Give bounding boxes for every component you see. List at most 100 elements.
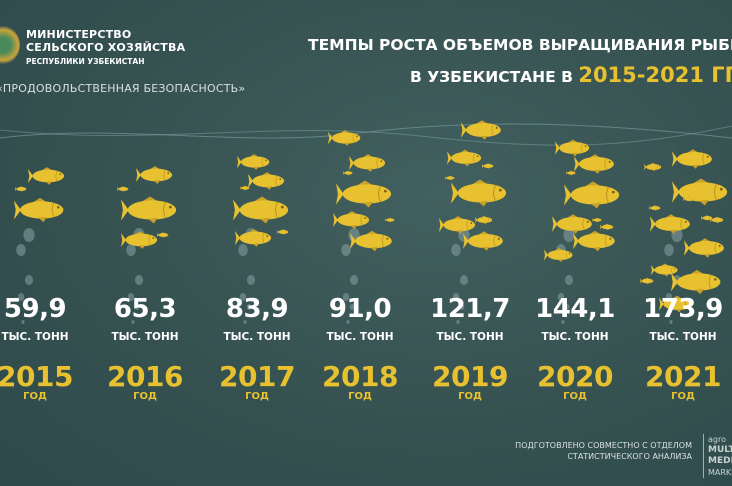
footer-line-1: ПОДГОТОВЛЕНО СОВМЕСТНО С ОТДЕЛОМ	[515, 441, 692, 450]
bubble-icon	[25, 275, 33, 285]
bubble-icon	[341, 244, 351, 256]
bubble-icon	[451, 244, 461, 256]
unit-label: ТЫС. ТОНН	[223, 331, 291, 343]
bubble-icon	[23, 228, 35, 242]
fish-icon	[600, 223, 614, 231]
year-suffix-label: ГОД	[563, 391, 587, 402]
value-label: 144,1	[535, 294, 615, 324]
value-label: 173,9	[643, 294, 723, 324]
fish-icon	[328, 129, 361, 147]
fish-icon	[385, 217, 395, 223]
brand-line-4: MARKET	[708, 468, 732, 477]
brand-line-3: MEDIA	[708, 456, 732, 466]
fish-icon	[461, 119, 502, 141]
value-label: 65,3	[113, 294, 177, 324]
title-years: 2015-2021 ГГ.	[578, 63, 732, 87]
bubble-icon	[342, 293, 350, 301]
fish-icon	[684, 237, 725, 259]
fish-icon	[121, 230, 158, 250]
uzbekistan-emblem-icon	[0, 26, 20, 64]
fish-icon	[644, 162, 662, 172]
fish-icon	[564, 180, 620, 210]
fish-icon	[136, 165, 173, 185]
unit-label: ТЫС. ТОНН	[111, 331, 179, 343]
bubble-icon	[131, 320, 135, 324]
unit-label: ТЫС. ТОНН	[541, 331, 609, 343]
fish-icon	[117, 186, 129, 192]
ministry-line-2: СЕЛЬСКОГО ХОЗЯЙСТВА	[26, 41, 186, 54]
value-label: 121,7	[430, 294, 510, 324]
fish-icon	[14, 197, 64, 223]
fish-icon	[349, 153, 386, 173]
fish-icon	[649, 205, 661, 211]
fish-icon	[235, 228, 272, 248]
fish-icon	[650, 213, 691, 235]
ministry-line-3: РЕСПУБЛИКИ УЗБЕКИСТАН	[26, 57, 145, 66]
fish-icon	[240, 185, 250, 191]
value-label: 83,9	[225, 294, 289, 324]
year-suffix-label: ГОД	[133, 391, 157, 402]
year-label: 2019	[432, 360, 508, 393]
title-line-1: ТЕМПЫ РОСТА ОБЪЕМОВ ВЫРАЩИВАНИЯ РЫБЫ	[308, 36, 732, 54]
year-label: 2020	[537, 360, 613, 393]
bubble-icon	[460, 275, 468, 285]
fish-icon	[343, 170, 353, 176]
fish-icon	[248, 171, 285, 191]
title-prefix: В УЗБЕКИСТАНЕ В	[410, 68, 579, 86]
fish-icon	[592, 217, 602, 223]
bubble-icon	[564, 304, 570, 310]
fish-icon	[555, 139, 590, 157]
bubble-icon	[134, 304, 140, 310]
page-title: ТЕМПЫ РОСТА ОБЪЕМОВ ВЫРАЩИВАНИЯ РЫБЫ В У…	[308, 30, 732, 92]
bubble-icon	[127, 293, 135, 301]
bubble-icon	[239, 293, 247, 301]
brand-line-2: MULTI	[708, 445, 732, 455]
brand-logo: agro MULTI MEDIA MARKET	[703, 434, 732, 478]
brand-line-1: agro	[708, 435, 726, 444]
fish-icon	[671, 269, 721, 295]
fish-icon	[651, 263, 678, 277]
title-line-2: В УЗБЕКИСТАНЕ В 2015-2021 ГГ.	[308, 60, 732, 92]
bubble-icon	[346, 320, 350, 324]
bubble-icon	[243, 320, 247, 324]
fish-icon	[552, 213, 593, 235]
fish-icon	[233, 195, 289, 225]
unit-label: ТЫС. ТОНН	[649, 331, 717, 343]
year-label: 2015	[0, 360, 73, 393]
bubble-icon	[17, 293, 25, 301]
fish-icon	[157, 232, 169, 238]
bubble-icon	[452, 293, 460, 301]
ministry-line-1: МИНИСТЕРСТВО	[26, 28, 132, 41]
footer-line-2: СТАТИСТИЧЕСКОГО АНАЛИЗА	[567, 452, 692, 461]
fish-icon	[482, 163, 494, 169]
subtitle: «ПРОДОВОЛЬСТВЕННАЯ БЕЗОПАСНОСТЬ»	[0, 82, 246, 95]
year-label: 2016	[107, 360, 183, 393]
fish-icon	[28, 166, 65, 186]
water-surface-waves	[0, 123, 732, 146]
ministry-name: МИНИСТЕРСТВО СЕЛЬСКОГО ХОЗЯЙСТВА РЕСПУБЛ…	[26, 28, 185, 68]
fish-icon	[447, 149, 482, 167]
unit-label: ТЫС. ТОНН	[326, 331, 394, 343]
fish-icon	[640, 277, 654, 285]
fish-icon	[451, 178, 507, 208]
fish-icon	[15, 186, 27, 192]
fish-icon	[672, 177, 728, 207]
year-suffix-label: ГОД	[348, 391, 372, 402]
fish-icon	[672, 148, 713, 170]
year-label: 2017	[219, 360, 295, 393]
fish-icon	[475, 215, 493, 225]
fish-icon	[121, 195, 177, 225]
bubble-icon	[350, 275, 358, 285]
year-label: 2021	[645, 360, 721, 393]
value-label: 59,9	[3, 294, 67, 324]
bubble-icon	[246, 304, 252, 310]
value-label: 91,0	[328, 294, 392, 324]
year-label: 2018	[322, 360, 398, 393]
year-suffix-label: ГОД	[23, 391, 47, 402]
bubble-icon	[563, 228, 575, 242]
fish-icon	[574, 153, 615, 175]
bubble-icon	[557, 293, 565, 301]
fish-icon	[439, 215, 476, 235]
fish-icon	[277, 229, 289, 235]
bubble-icon	[24, 304, 30, 310]
